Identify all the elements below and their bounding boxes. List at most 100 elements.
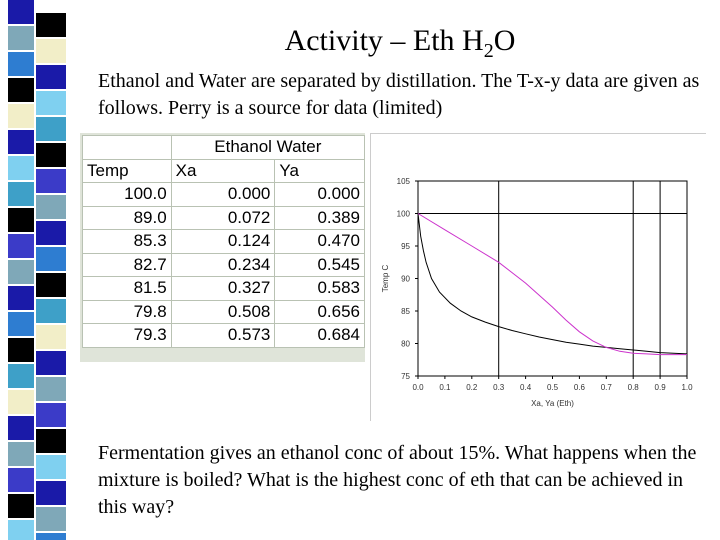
stripe-block [8, 338, 34, 362]
x-tick-label: 0.0 [412, 383, 424, 392]
x-tick-label: 0.6 [574, 383, 586, 392]
cell-temp: 79.8 [82, 299, 172, 324]
y-tick-label: 85 [401, 307, 410, 316]
stripe-block [8, 234, 34, 258]
liquid-curve [417, 213, 688, 355]
header-temp: Temp [82, 158, 172, 183]
stripe-block [8, 156, 34, 180]
table-row: 89.0 0.072 0.389 [82, 205, 365, 230]
stripe-block [8, 416, 34, 440]
table-row: 79.3 0.573 0.684 [82, 323, 365, 348]
cell-ya: 0.470 [274, 229, 365, 254]
stripe-block [36, 377, 66, 401]
table-caption-row: Ethanol Water [82, 135, 366, 160]
stripe-block [8, 182, 34, 206]
cell-xa: 0.124 [170, 229, 276, 254]
y-tick-label: 100 [397, 210, 411, 219]
stripe-block [8, 494, 34, 518]
decorative-stripe [8, 0, 66, 540]
stripe-block [36, 455, 66, 479]
stripe-block [36, 195, 66, 219]
header-xa: Xa [170, 158, 276, 183]
stripe-block [36, 143, 66, 167]
cell-ya: 0.684 [274, 323, 365, 348]
tx-y-table: Ethanol Water Temp Xa Ya 100.0 0.000 0.000… [82, 135, 366, 348]
stripe-block [8, 260, 34, 284]
vapor-curve [417, 213, 687, 356]
stripe-block [8, 364, 34, 388]
cell-ya: 0.000 [274, 182, 365, 207]
cell-ya: 0.656 [274, 299, 365, 324]
table-row: 85.3 0.124 0.470 [82, 229, 365, 254]
stripe-block [36, 403, 66, 427]
intro-text: Ethanol and Water are separated by disti… [98, 70, 700, 119]
stripe-block [8, 130, 34, 154]
stripe-block [36, 39, 66, 63]
stripe-block [8, 520, 34, 540]
table-row: 82.7 0.234 0.545 [82, 252, 365, 277]
plot-frame [417, 180, 688, 377]
x-tick-label: 0.2 [466, 383, 478, 392]
stripe-block [8, 208, 34, 232]
stripe-block [8, 26, 34, 50]
stripe-block [36, 247, 66, 271]
stripe-block [36, 169, 66, 193]
x-tick-label: 0.3 [493, 383, 505, 392]
stripe-block [8, 104, 34, 128]
x-axis-label: Xa, Ya (Eth) [531, 399, 574, 408]
table-caption: Ethanol Water [170, 135, 366, 160]
header-ya: Ya [274, 158, 365, 183]
stripe-block [36, 429, 66, 453]
stripe-block [36, 91, 66, 115]
cell-ya: 0.583 [274, 276, 365, 301]
x-tick-label: 0.4 [520, 383, 532, 392]
txy-chart: 75 80 85 90 95 100 105 0.0 0.1 0.2 0.3 0.4 0.5 0.6 0.7… [381, 177, 693, 408]
table-row: 81.5 0.327 0.583 [82, 276, 365, 301]
cell-xa: 0.327 [170, 276, 276, 301]
stripe-block [36, 221, 66, 245]
slide-title: Activity – Eth H2O [284, 24, 516, 62]
stripe-block [36, 117, 66, 141]
stripe-block [36, 507, 66, 531]
stripe-block [36, 533, 66, 540]
stripe-block [8, 0, 34, 24]
cell-ya: 0.389 [274, 205, 365, 230]
cell-xa: 0.000 [170, 182, 276, 207]
stripe-block [36, 65, 66, 89]
table-row: 79.8 0.508 0.656 [82, 299, 365, 324]
x-tick-label: 1.0 [681, 383, 693, 392]
y-tick-label: 75 [401, 372, 410, 381]
stripe-block [36, 273, 66, 297]
cell-temp: 82.7 [82, 252, 172, 277]
cell-ya: 0.545 [274, 252, 365, 277]
cell-temp: 89.0 [82, 205, 172, 230]
stripe-block [8, 442, 34, 466]
data-table-panel: Ethanol Water Temp Xa Ya 100.0 0.000 0.000… [80, 133, 366, 362]
x-tick-label: 0.8 [628, 383, 640, 392]
stripe-block [8, 78, 34, 102]
cell-xa: 0.234 [170, 252, 276, 277]
y-tick-label: 80 [401, 340, 410, 349]
y-tick-label: 95 [401, 242, 410, 251]
table-row: 100.0 0.000 0.000 [82, 182, 365, 207]
stripe-block [36, 325, 66, 349]
stripe-block [36, 299, 66, 323]
x-tick-label: 0.5 [547, 383, 559, 392]
stripe-block [8, 390, 34, 414]
cell-xa: 0.072 [170, 205, 276, 230]
cell-temp: 81.5 [82, 276, 172, 301]
question-text: Fermentation gives an ethanol conc of ab… [98, 442, 697, 518]
stripe-block [8, 52, 34, 76]
chart-panel: 75 80 85 90 95 100 105 0.0 0.1 0.2 0.3 0.4 0.5 0.6 0.7… [370, 133, 706, 421]
x-tick-label: 0.7 [601, 383, 613, 392]
x-tick-label: 0.1 [439, 383, 451, 392]
stripe-block [36, 481, 66, 505]
cell-xa: 0.573 [170, 323, 276, 348]
table-header-row: Temp Xa Ya [82, 158, 365, 183]
cell-xa: 0.508 [170, 299, 276, 324]
stripe-block [8, 312, 34, 336]
stripe-block [36, 351, 66, 375]
stripe-block [8, 286, 34, 310]
y-tick-label: 105 [397, 177, 411, 186]
x-tick-label: 0.9 [655, 383, 667, 392]
